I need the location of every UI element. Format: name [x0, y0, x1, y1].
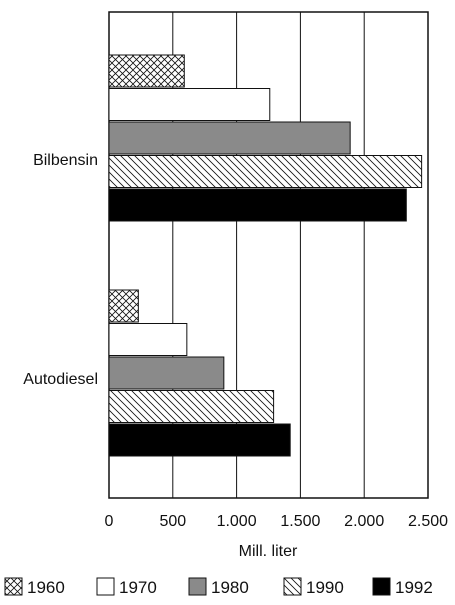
legend-swatch-1980	[188, 577, 207, 596]
bars	[108, 54, 423, 457]
bar-autodiesel-1980	[108, 356, 225, 390]
bar-autodiesel-1970	[108, 323, 188, 356]
legend-label-1990: 1990	[306, 578, 344, 597]
category-label-autodiesel: Autodiesel	[23, 371, 98, 388]
bar-bilbensin-1992	[108, 188, 407, 222]
category-labels: Bilbensin Autodiesel	[23, 152, 98, 388]
x-tick-label: 2.000	[344, 513, 384, 530]
bar-autodiesel-1960	[108, 289, 139, 323]
legend-label-1980: 1980	[211, 578, 249, 597]
plot-frame	[108, 11, 429, 499]
legend-item-1970: 1970	[96, 577, 157, 597]
legend-item-1992: 1992	[372, 577, 433, 597]
legend-label-1970: 1970	[119, 578, 157, 597]
legend-swatch-1970	[96, 577, 115, 596]
x-axis-title: Mill. liter	[239, 543, 298, 560]
legend-swatch-1960	[4, 577, 23, 596]
bar-bilbensin-1970	[108, 88, 271, 121]
legend-item-1980: 1980	[188, 577, 249, 597]
legend-swatch-1992	[372, 577, 391, 596]
legend-item-1990: 1990	[283, 577, 344, 597]
legend: 1960 1970 1980 1990 1992	[4, 577, 433, 597]
bar-bilbensin-1980	[108, 121, 351, 155]
plot-area	[108, 11, 429, 499]
bar-bilbensin-1960	[108, 54, 185, 88]
legend-label-1992: 1992	[395, 578, 433, 597]
legend-swatch-1990	[283, 577, 302, 596]
x-tick-label: 1.000	[217, 513, 257, 530]
x-tick-label: 2.500	[408, 513, 448, 530]
x-tick-label: 0	[105, 513, 114, 530]
x-tick-label: 1.500	[280, 513, 320, 530]
x-axis-ticks: 0 500 1.000 1.500 2.000 2.500	[105, 513, 449, 530]
bar-autodiesel-1992	[108, 423, 291, 457]
legend-item-1960: 1960	[4, 577, 65, 597]
legend-label-1960: 1960	[27, 578, 65, 597]
bar-bilbensin-1990	[108, 155, 423, 188]
bar-autodiesel-1990	[108, 390, 275, 423]
category-label-bilbensin: Bilbensin	[33, 152, 98, 169]
x-tick-label: 500	[159, 513, 186, 530]
